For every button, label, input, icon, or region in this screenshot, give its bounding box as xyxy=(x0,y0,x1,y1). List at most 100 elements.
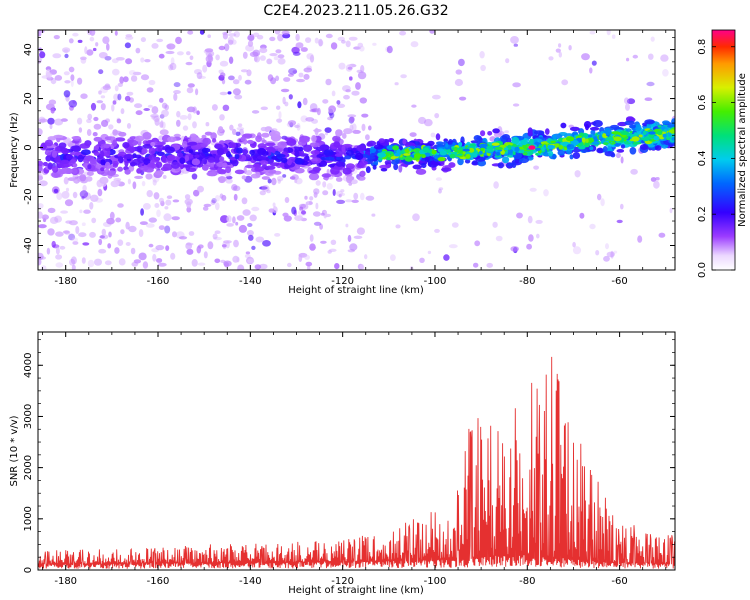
spectrogram-cell xyxy=(309,196,314,201)
spectrogram-cell xyxy=(437,157,446,162)
spectrogram-cell xyxy=(77,154,84,163)
spectrogram-cell xyxy=(280,88,290,93)
spectrogram-cell xyxy=(520,150,525,154)
spectrogram-cell xyxy=(332,135,341,142)
snr-y-tick-label: 1000 xyxy=(23,506,34,531)
spectrogram-cell xyxy=(190,136,200,142)
spectrogram-cell xyxy=(118,131,127,137)
spectrogram-cell xyxy=(87,164,92,170)
spectrogram-cell xyxy=(236,215,245,221)
colorbar-gradient xyxy=(711,29,736,271)
spectrogram-cell xyxy=(427,250,432,255)
spectrogram-cell xyxy=(512,150,516,156)
spectrogram-cell xyxy=(139,221,148,226)
spectrogram-cell xyxy=(624,97,629,104)
spectrogram-cell xyxy=(99,235,105,239)
spectrogram-cell xyxy=(494,146,503,150)
spectrogram-cell xyxy=(106,43,110,51)
spectrogram-cell xyxy=(453,146,458,153)
spectrogram-cell xyxy=(608,140,612,144)
spectrogram-cell xyxy=(47,207,56,214)
spectrogram-cell xyxy=(522,145,528,149)
spectrogram-cell xyxy=(178,236,188,240)
spectrogram-cell xyxy=(303,73,310,80)
spectrogram-cell xyxy=(610,250,614,259)
spectrogram-cell xyxy=(558,43,562,48)
spectrogram-cell xyxy=(629,147,637,155)
spectrogram-cell xyxy=(312,211,321,217)
spectrogram-cell xyxy=(585,138,589,143)
spectrogram-cell xyxy=(113,93,120,102)
spectrogram-cell xyxy=(430,132,436,138)
spectrogram-cell xyxy=(569,154,574,160)
spectrogram-cell xyxy=(322,190,329,196)
spectrogram-cell xyxy=(124,160,129,167)
spectrogram-cell xyxy=(100,234,109,240)
spectrogram-cell xyxy=(319,223,323,230)
spectrogram-cell xyxy=(246,140,255,144)
spectrogram-cell xyxy=(305,201,313,206)
spectrogram-cell xyxy=(147,104,153,108)
spectrogram-cell xyxy=(89,202,94,210)
spectrogram-cell xyxy=(120,229,125,235)
spectrogram-cell xyxy=(38,252,44,261)
spectrogram-cell xyxy=(66,154,73,160)
spectrogram-cell xyxy=(142,261,149,269)
spectrogram-cell xyxy=(142,203,151,210)
spectrogram-cell xyxy=(459,96,467,101)
colorbar-label: Normalized spectral amplitude xyxy=(737,73,748,227)
spectrogram-cell xyxy=(309,54,315,63)
spectrogram-cell xyxy=(305,261,313,267)
spectrogram-cell xyxy=(129,162,137,166)
spectrogram-cell xyxy=(54,118,64,126)
spectrogram-cell xyxy=(234,94,243,100)
spectrogram-cell xyxy=(116,118,122,124)
spectrogram-cell xyxy=(47,117,55,125)
spectrogram-cell xyxy=(653,180,660,189)
spectrogram-cell xyxy=(108,124,114,130)
spectrogram-cell xyxy=(281,30,290,35)
spectrogram-cell xyxy=(51,150,58,158)
spectrogram-cell xyxy=(141,148,148,154)
spectrogram-cell xyxy=(454,78,463,87)
spectrogram-cell xyxy=(458,58,465,67)
spectrogram-cell xyxy=(85,176,93,182)
spectrogram-cell xyxy=(215,54,220,61)
spectrogram-cell xyxy=(451,222,459,228)
spectrogram-cell xyxy=(219,91,228,96)
spectrogram-cell xyxy=(149,159,155,167)
spectrogram-cell xyxy=(210,200,216,205)
spectrogram-cell xyxy=(75,226,80,234)
spectrogram-cell xyxy=(603,142,609,146)
spectrogram-cell xyxy=(304,254,310,260)
spectrogram-cell xyxy=(161,121,166,129)
spectrogram-cell xyxy=(368,125,372,131)
spectrogram-cell xyxy=(270,162,280,167)
spectrogram-cell xyxy=(280,157,288,163)
spectrogram-cell xyxy=(214,230,221,234)
spectrogram-cell xyxy=(356,69,363,73)
spectrogram-cell xyxy=(589,67,593,74)
spectrogram-cell xyxy=(124,169,131,175)
spectrogram-cell xyxy=(384,160,392,166)
spectrogram-cell xyxy=(356,144,367,152)
spectrogram-cell xyxy=(182,125,189,131)
spectrogram-cell xyxy=(114,247,120,254)
spectrogram-cell xyxy=(309,200,313,205)
spectrogram-cell xyxy=(70,79,74,88)
spectrogram-cell xyxy=(117,203,124,208)
spectrogram-cell xyxy=(512,103,520,107)
spectrogram-cell xyxy=(256,34,264,40)
spectrogram-cell xyxy=(247,223,253,227)
spectrogram-y-tick-label: 20 xyxy=(23,92,34,105)
spectrogram-cell xyxy=(294,215,304,222)
spectrogram-cell xyxy=(111,104,115,112)
spectrogram-cell xyxy=(125,34,133,38)
spectrogram-cell xyxy=(378,138,385,144)
spectrogram-cell xyxy=(187,30,194,35)
spectrogram-cell xyxy=(543,189,549,197)
spectrogram-cell xyxy=(56,192,63,201)
spectrogram-cell xyxy=(70,74,75,81)
spectrogram-cell xyxy=(497,162,504,169)
spectrogram-cell xyxy=(273,56,279,61)
